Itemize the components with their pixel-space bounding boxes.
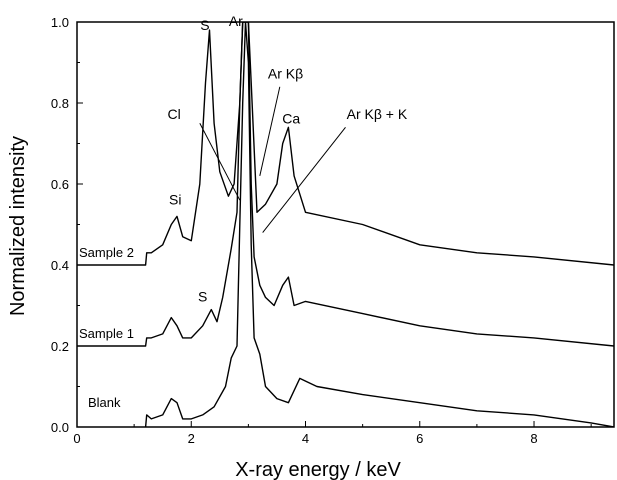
x-axis-title: X-ray energy / keV — [235, 459, 401, 480]
axis-ticks: 0 2 4 6 8 0.0 0.2 0.4 0.6 0.8 1.0 — [51, 15, 592, 446]
x-tick-label: 6 — [416, 431, 423, 446]
leader-line — [199, 123, 241, 201]
series-line-sample-2 — [77, 22, 614, 266]
y-tick-label: 0.4 — [51, 258, 69, 273]
peak-label: S — [198, 288, 207, 304]
peak-label: Ar Kβ — [268, 66, 303, 82]
axes — [76, 21, 615, 428]
series-labels: Sample 2 Sample 1 Blank — [79, 245, 134, 410]
y-tick-label: 0.0 — [51, 420, 69, 435]
series-line-blank — [144, 22, 614, 427]
x-tick-label: 4 — [302, 431, 309, 446]
peak-annotations: Si S Ar S Cl Ar Kβ Ca Ar Kβ + K — [167, 13, 407, 304]
y-tick-label: 0.6 — [51, 177, 69, 192]
y-tick-label: 0.8 — [51, 96, 69, 111]
leader-line — [262, 126, 346, 233]
peak-label: Ar Kβ + K — [347, 106, 408, 122]
leader-lines — [199, 86, 346, 233]
series-line-sample-1 — [77, 22, 614, 347]
y-tick-label: 1.0 — [51, 15, 69, 30]
x-tick-label: 0 — [73, 431, 80, 446]
x-tick-label: 2 — [188, 431, 195, 446]
plot-frame — [76, 21, 615, 428]
y-axis-title: Normalized intensity — [7, 136, 29, 316]
series-label-sample-1: Sample 1 — [79, 326, 134, 341]
peak-label: Si — [169, 191, 181, 207]
series-label-blank: Blank — [88, 395, 121, 410]
peak-label: Ar — [229, 13, 243, 29]
x-tick-label: 8 — [530, 431, 537, 446]
peak-label: Ca — [282, 110, 300, 126]
series-group — [77, 22, 614, 427]
y-tick-label: 0.2 — [51, 339, 69, 354]
series-label-sample-2: Sample 2 — [79, 245, 134, 260]
leader-line — [259, 86, 281, 177]
peak-label: Cl — [167, 106, 180, 122]
peak-label: S — [200, 17, 209, 33]
